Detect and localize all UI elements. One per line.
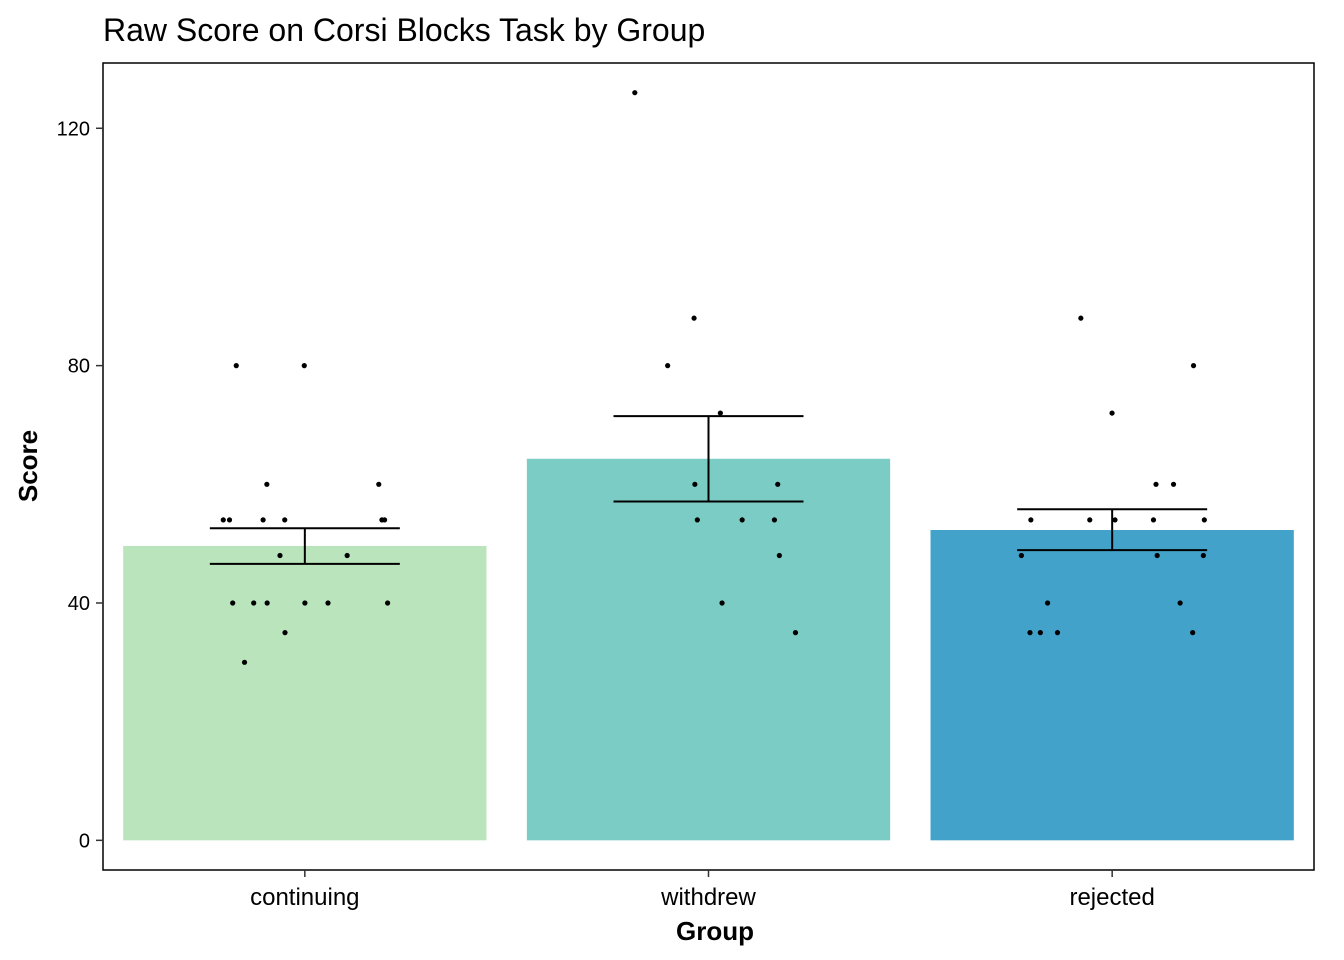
data-point-continuing <box>264 600 270 606</box>
data-point-withdrew <box>665 363 671 369</box>
y-axis-title: Score <box>13 430 43 502</box>
data-point-rejected <box>1190 363 1197 369</box>
data-point-rejected <box>1190 630 1196 636</box>
data-point-continuing <box>277 552 283 559</box>
data-point-continuing <box>376 481 382 487</box>
error-bar-withdrew <box>613 415 804 503</box>
data-point-rejected <box>1170 481 1177 487</box>
error-bars-layer <box>209 415 1208 565</box>
bar-withdrew <box>526 458 891 841</box>
data-point-rejected <box>1109 410 1115 416</box>
data-point-continuing <box>344 552 350 559</box>
bars-layer <box>123 458 1294 841</box>
data-point-withdrew <box>717 410 723 416</box>
data-point-rejected <box>1150 517 1157 523</box>
error-bar-rejected <box>1017 508 1208 552</box>
data-point-rejected <box>1018 552 1024 559</box>
data-point-withdrew <box>739 517 745 523</box>
chart-title: Raw Score on Corsi Blocks Task by Group <box>103 12 705 48</box>
data-point-continuing <box>302 600 308 606</box>
data-point-continuing <box>226 517 233 523</box>
data-point-rejected <box>1027 630 1033 636</box>
data-point-continuing <box>220 517 226 523</box>
data-point-continuing <box>233 363 239 369</box>
data-point-rejected <box>1200 552 1206 559</box>
y-axis: 0 40 80 120 <box>57 118 103 852</box>
x-tick-label-rejected: rejected <box>1069 884 1154 911</box>
data-point-withdrew <box>719 600 725 606</box>
x-tick-label-withdrew: withdrew <box>660 884 756 911</box>
data-point-rejected <box>1044 600 1051 606</box>
data-point-continuing <box>385 600 391 606</box>
bar-continuing <box>123 546 487 841</box>
data-point-continuing <box>260 517 266 523</box>
x-axis: continuing withdrew rejected <box>250 870 1155 911</box>
data-point-continuing <box>282 517 288 523</box>
data-point-withdrew <box>632 90 638 96</box>
x-axis-title: Group <box>676 916 754 946</box>
y-tick-label: 80 <box>68 356 90 378</box>
data-point-continuing <box>379 517 385 523</box>
data-point-rejected <box>1037 630 1043 636</box>
data-point-rejected <box>1177 600 1183 606</box>
x-tick-label-continuing: continuing <box>250 884 359 911</box>
data-point-rejected <box>1153 481 1159 487</box>
data-point-rejected <box>1028 517 1034 523</box>
y-tick-label: 40 <box>68 593 90 615</box>
data-point-continuing <box>230 600 236 606</box>
data-point-withdrew <box>691 315 697 321</box>
error-bar-continuing <box>209 527 400 565</box>
data-point-withdrew <box>692 481 698 487</box>
data-point-rejected <box>1201 517 1207 523</box>
y-tick-label: 0 <box>79 830 90 852</box>
data-point-rejected <box>1087 517 1093 523</box>
data-point-withdrew <box>775 481 781 487</box>
data-point-continuing <box>282 630 288 636</box>
data-point-continuing <box>301 363 307 369</box>
data-point-rejected <box>1054 630 1061 636</box>
points-layer <box>220 90 1207 665</box>
y-tick-label: 120 <box>57 118 90 140</box>
data-point-withdrew <box>694 517 700 523</box>
data-point-continuing <box>251 600 257 606</box>
data-point-rejected <box>1154 552 1160 559</box>
data-point-rejected <box>1078 315 1084 321</box>
data-point-continuing <box>264 481 270 487</box>
data-point-withdrew <box>776 552 782 559</box>
data-point-continuing <box>241 659 248 665</box>
data-point-withdrew <box>792 630 799 636</box>
bar-rejected <box>930 529 1294 841</box>
data-point-continuing <box>325 600 331 606</box>
data-point-withdrew <box>771 517 778 523</box>
data-point-rejected <box>1112 517 1118 523</box>
